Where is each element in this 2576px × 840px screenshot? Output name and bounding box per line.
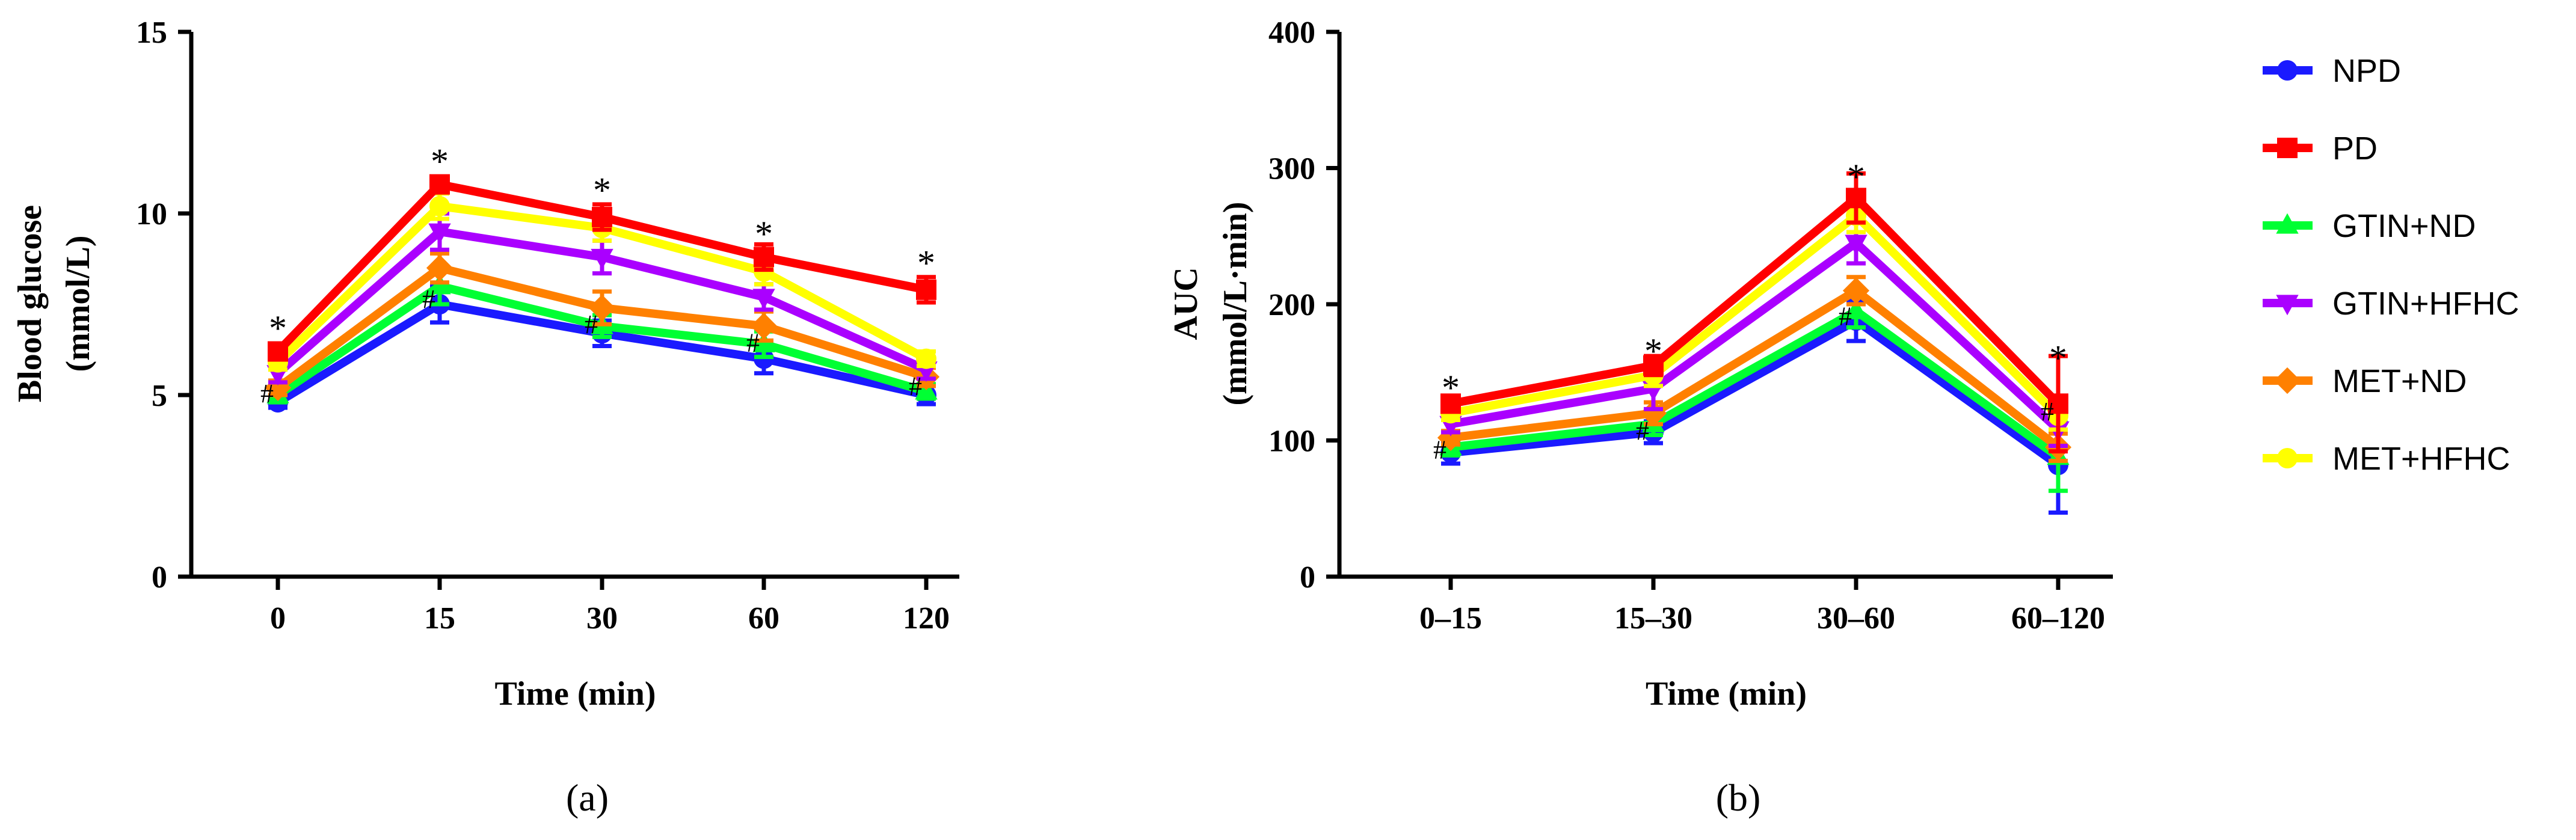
x-tick-label: 60–120 (2011, 601, 2105, 636)
y-tick-label: 400 (1268, 16, 1315, 50)
y-tick-label: 0 (152, 560, 167, 595)
significance-hash: # (1636, 416, 1649, 446)
y-tick-label: 300 (1268, 152, 1315, 186)
x-tick-label: 15 (424, 601, 455, 636)
y-tick-label: 10 (136, 197, 167, 231)
y-tick-label: 0 (1300, 560, 1315, 595)
legend-marker (2276, 213, 2299, 234)
legend-item-gtin-hfhc: GTIN+HFHC (2263, 286, 2519, 322)
data-point-gtin-hfhc (1845, 235, 1867, 256)
series-line-npd (1450, 316, 2061, 468)
panel-a: 0 5 10 15 0 15 30 60 120 Time (min) Blood glucose (… (11, 16, 959, 819)
significance-star: * (755, 214, 773, 254)
significance-hash: # (260, 379, 274, 408)
legend-item-met-hfhc: MET+HFHC (2263, 441, 2510, 477)
legend-label: GTIN+ND (2332, 208, 2476, 244)
data-point-met-nd (588, 294, 616, 322)
y-tick-label: 5 (152, 379, 167, 413)
x-tick-label: 30–60 (1817, 601, 1895, 636)
legend-label: PD (2332, 130, 2378, 167)
data-point-met-hfhc (429, 195, 450, 216)
y-tick-label: 100 (1268, 425, 1315, 459)
x-tick-label: 30 (586, 601, 618, 636)
significance-hash: # (422, 284, 435, 314)
x-tick-label: 0–15 (1419, 601, 1482, 636)
data-point-gtin-hfhc (752, 289, 775, 310)
significance-hash: # (909, 372, 922, 401)
series-pd (268, 174, 936, 362)
series-line-met-nd (1450, 286, 2061, 451)
y-tick-label: 15 (136, 16, 167, 50)
x-axis-title: Time (min) (494, 675, 656, 713)
legend-marker (2277, 60, 2298, 81)
data-point-met-nd (750, 313, 778, 340)
significance-star: * (1442, 368, 1460, 408)
legend-label: GTIN+HFHC (2332, 286, 2519, 322)
significance-star: * (917, 243, 935, 283)
y-axis-title-line1: AUC (1167, 267, 1205, 340)
series-gtin-nd (266, 266, 938, 405)
x-tick-label: 60 (748, 601, 779, 636)
series-line-gtin-nd (1450, 307, 2061, 461)
significance-hash: # (2041, 397, 2054, 426)
significance-hash: # (1433, 435, 1446, 465)
significance-star: * (431, 141, 449, 181)
y-axis-title-line2: (mmol/L) (60, 235, 97, 372)
legend-item-npd: NPD (2263, 53, 2401, 89)
data-point-pd (268, 341, 288, 362)
significance-hash: # (746, 328, 760, 357)
data-point-pd (916, 279, 936, 300)
legend-label: MET+ND (2332, 363, 2467, 399)
series-line-met-hfhc (1449, 211, 2061, 419)
y-axis-title-line1: Blood glucose (11, 205, 49, 402)
legend-marker (2276, 295, 2299, 316)
series-pd (1440, 171, 2068, 454)
panel-label: (a) (566, 776, 609, 819)
y-tick-label: 200 (1268, 288, 1315, 322)
legend-marker (2277, 138, 2298, 158)
legend-item-pd: PD (2263, 130, 2378, 167)
x-tick-label: 15–30 (1614, 601, 1692, 636)
series-line-gtin-hfhc (1449, 239, 2061, 433)
significance-star: * (269, 308, 287, 348)
data-point-pd (592, 207, 612, 228)
x-tick-label: 120 (903, 601, 950, 636)
data-point-met-nd (1640, 400, 1667, 427)
legend-marker (2277, 448, 2298, 468)
significance-hash: # (585, 310, 598, 339)
data-point-pd (1440, 393, 1461, 414)
x-axis-title: Time (min) (1646, 675, 1807, 713)
data-point-pd (754, 247, 774, 268)
legend: NPD PD GTIN+ND GTIN+HFHC MET+ND MET+HFHC (2263, 53, 2519, 477)
legend-label: NPD (2332, 53, 2401, 89)
significance-hash: # (1839, 302, 1852, 331)
series-gtin-hfhc (266, 211, 938, 386)
data-point-pd (1846, 188, 1866, 209)
significance-star: * (593, 171, 611, 210)
significance-star: * (1644, 331, 1662, 371)
data-point-pd (1643, 355, 1664, 376)
data-point-met-nd (1842, 277, 1870, 304)
significance-star: * (2049, 338, 2067, 378)
x-tick-label: 0 (270, 601, 286, 636)
data-point-pd (2048, 393, 2068, 414)
significance-star: * (1847, 157, 1865, 197)
data-point-gtin-nd (1845, 298, 1867, 319)
panel-b: 0 100 200 300 400 0–15 15–30 30–60 60–120 Time (m… (1167, 16, 2113, 819)
series-line-pd (1449, 194, 2061, 408)
data-point-gtin-hfhc (428, 223, 451, 244)
data-point-met-hfhc (916, 348, 936, 369)
legend-marker (2273, 367, 2301, 394)
legend-item-met-nd: MET+ND (2263, 363, 2467, 399)
data-point-met-nd (426, 254, 453, 281)
y-axis-title-line2: (mmol/L·min) (1217, 201, 1254, 405)
legend-item-gtin-nd: GTIN+ND (2263, 208, 2476, 244)
panel-label: (b) (1716, 776, 1761, 819)
data-point-pd (429, 174, 450, 195)
data-point-gtin-hfhc (591, 248, 613, 269)
legend-label: MET+HFHC (2332, 441, 2510, 477)
